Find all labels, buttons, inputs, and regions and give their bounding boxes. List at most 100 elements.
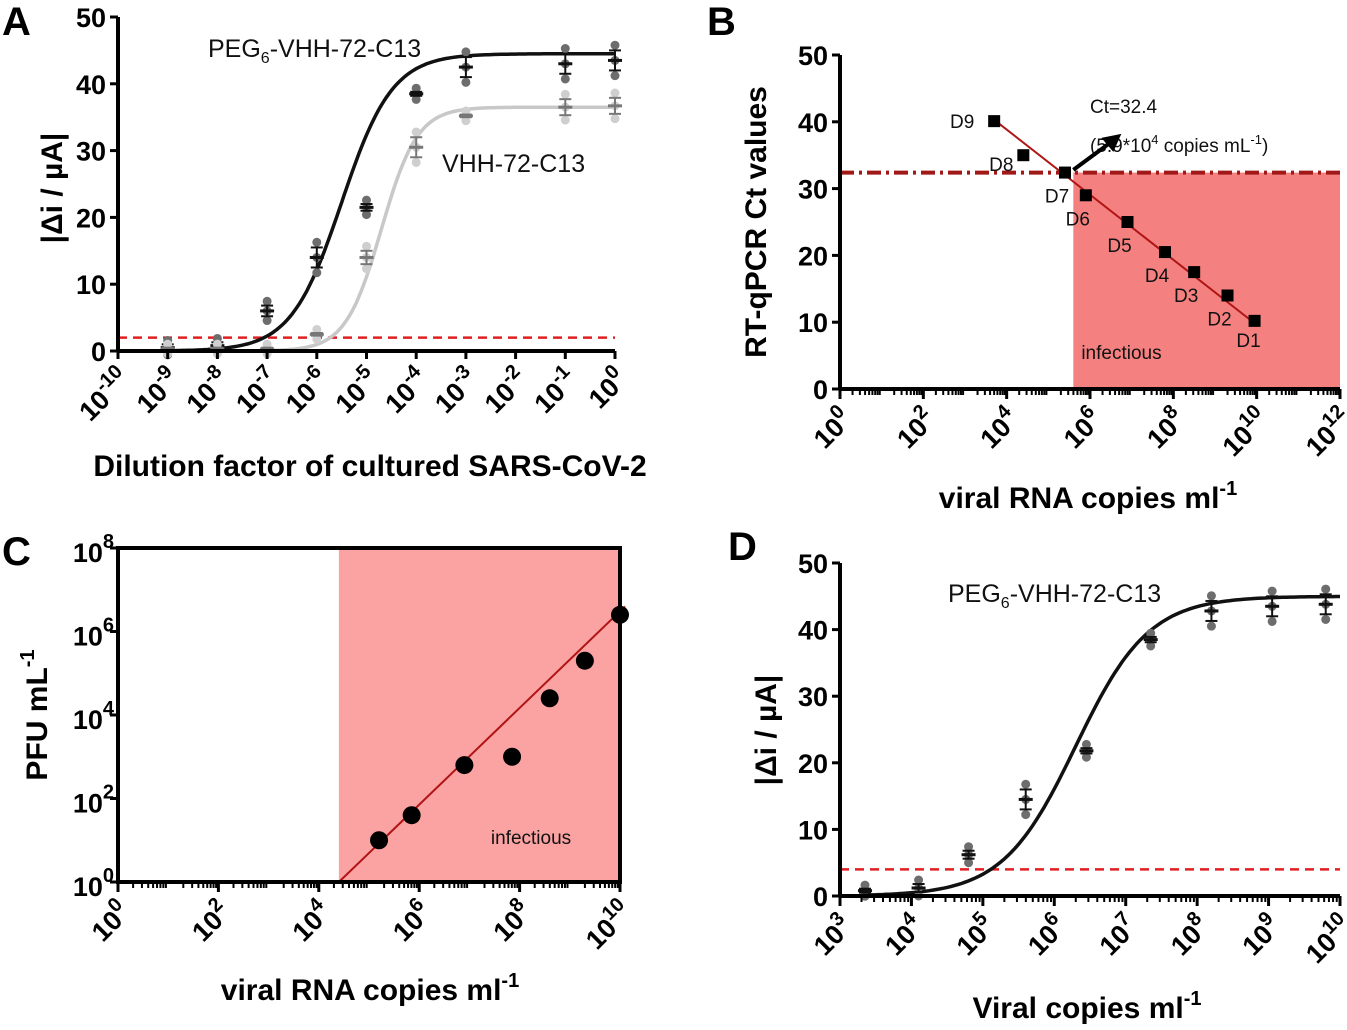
x-tick-label-b: 108 [1138,400,1192,454]
data-point-replicate [610,71,620,81]
data-point-replicate [362,195,371,205]
data-point-replicate [610,114,620,124]
x-tick-label-c: 102 [183,893,237,947]
y-tick-label-c: 106 [73,615,114,652]
data-point-replicate [1267,616,1277,626]
y-tick-label-d: 30 [798,682,828,712]
series-label-peg-d: PEG6-VHH-72-C13 [948,580,1161,612]
y-tick-label-d: 20 [798,749,828,779]
x-tick-label-a: 10-1 [525,360,584,419]
infectious-label-b: infectious [1081,343,1161,364]
data-point-d1 [1248,314,1261,327]
x-tick-label-d: 106 [1019,907,1073,961]
data-point-c [455,756,474,775]
series-label-vhh-a: VHH-72-C13 [442,150,585,178]
data-point-d2 [1221,289,1234,302]
y-tick-label-a: 10 [76,270,106,300]
data-point-replicate [1146,628,1156,638]
x-tick-label-c: 108 [484,893,538,947]
y-axis-label-b: RT-qPCR Ct values [740,86,773,358]
data-point-replicate [212,339,222,349]
data-point-replicate [362,264,371,274]
y-tick-label-b: 20 [798,241,828,271]
data-point-replicate [411,127,421,137]
y-tick-label-d: 0 [813,882,828,912]
panel-label-b: B [707,0,736,44]
point-label-d5: D5 [1107,236,1131,257]
data-point-replicate [560,89,570,99]
data-point-replicate [914,875,924,885]
data-point-replicate [610,88,620,98]
y-tick-label-a: 0 [91,337,106,367]
x-tick-label-d: 105 [947,907,1001,961]
data-point-replicate [1321,614,1331,624]
data-point-replicate [461,106,471,116]
x-tick-label-b: 102 [888,400,942,454]
series-label-peg-a: PEG6-VHH-72-C13 [208,35,421,67]
x-tick-label-a: 10-2 [475,360,534,419]
point-label-d6: D6 [1066,209,1090,230]
x-tick-label-a: 10-3 [426,360,485,419]
data-point-replicate [1321,584,1331,594]
y-axis-label-d: |Δi / µA| [750,675,783,786]
fit-curve-1 [118,105,615,353]
x-tick-label-a: 10-6 [276,360,335,419]
data-point-replicate [1021,810,1031,820]
infectious-label-c: infectious [491,828,571,849]
data-point-d9 [988,115,1001,128]
point-label-d9: D9 [950,112,974,133]
panel-a: A PEG6-VHH-72-C13 VHH-72-C13 Dilution fa… [2,0,647,483]
x-tick-label-d: 108 [1162,907,1216,961]
y-tick-label-a: 50 [76,3,106,33]
data-point-c [540,689,559,708]
data-point-replicate [1081,752,1091,762]
x-tick-label-c: 1010 [577,893,639,955]
data-point-replicate [411,83,421,93]
x-tick-label-c: 106 [384,893,438,947]
y-tick-label-d: 10 [798,815,828,845]
data-point-replicate [1021,779,1031,789]
data-point-replicate [163,339,173,349]
point-label-d1: D1 [1236,331,1260,352]
y-tick-label-c: 102 [73,782,114,819]
y-tick-label-b: 0 [813,375,828,405]
infectious-region-c [338,548,620,882]
data-point-replicate [461,77,471,87]
y-tick-label-d: 40 [798,616,828,646]
x-tick-label-a: 100 [579,360,633,414]
x-axis-label-b: viral RNA copies ml-1 [939,478,1237,515]
x-tick-label-a: 10-9 [127,360,186,419]
panel-b: B viral RNA copies ml-1 RT-qPCR Ct value… [707,0,1347,515]
x-axis-label-a: Dilution factor of cultured SARS-CoV-2 [93,450,646,483]
data-point-replicate [964,858,974,868]
data-point-replicate [262,316,272,326]
point-label-d3: D3 [1174,286,1198,307]
y-tick-label-a: 20 [76,203,106,233]
x-tick-label-a: 10-10 [70,360,136,426]
point-label-d4: D4 [1145,266,1170,287]
data-point-replicate [262,339,272,349]
data-point-replicate [362,210,371,220]
panel-label-a: A [2,0,31,44]
point-label-d7: D7 [1045,187,1069,208]
x-tick-label-b: 106 [1054,400,1108,454]
y-tick-label-b: 40 [798,108,828,138]
data-point-c [575,651,594,670]
data-point-replicate [312,324,322,334]
data-point-replicate [1267,586,1277,596]
data-point-replicate [1206,591,1216,601]
y-tick-label-c: 100 [73,865,114,902]
data-point-d8 [1017,149,1030,162]
data-point-replicate [1206,621,1216,631]
fit-curve-d [864,594,1340,897]
x-tick-label-d: 1010 [1297,907,1347,969]
data-point-c [370,831,389,850]
y-axis-label-a: |Δi / µA| [36,133,69,244]
y-tick-label-c: 104 [73,698,115,735]
x-tick-label-d: 104 [876,907,930,961]
data-point-replicate [312,268,322,278]
data-point-d7 [1059,166,1071,179]
data-point-d4 [1159,246,1171,259]
data-point-d6 [1079,189,1092,202]
